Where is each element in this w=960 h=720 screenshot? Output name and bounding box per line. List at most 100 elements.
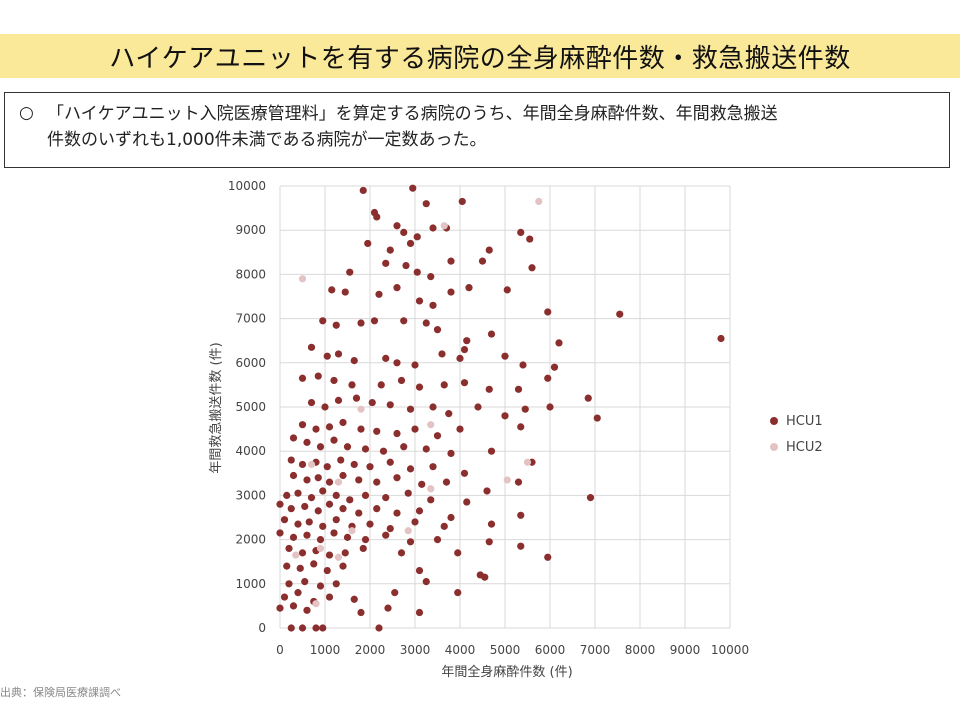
data-point-hcu1 <box>454 549 462 557</box>
x-tick-label: 0 <box>276 643 284 657</box>
data-point-hcu1 <box>332 321 340 329</box>
data-point-hcu1 <box>285 544 293 553</box>
data-point-hcu2 <box>312 600 320 608</box>
data-point-hcu1 <box>404 489 412 497</box>
data-point-hcu1 <box>487 520 496 528</box>
data-point-hcu2 <box>523 458 532 466</box>
y-tick-label: 2000 <box>235 533 266 547</box>
data-point-hcu1 <box>312 624 320 632</box>
data-point-hcu1 <box>359 544 367 553</box>
data-point-hcu1 <box>375 624 383 632</box>
data-point-hcu1 <box>348 381 356 389</box>
data-point-hcu1 <box>544 374 552 382</box>
data-point-hcu1 <box>276 604 284 612</box>
data-point-hcu1 <box>301 502 309 511</box>
data-point-hcu1 <box>303 531 311 539</box>
data-point-hcu1 <box>586 494 595 502</box>
data-point-hcu1 <box>283 562 291 570</box>
data-point-hcu1 <box>550 363 559 371</box>
data-point-hcu1 <box>413 268 421 276</box>
data-point-hcu1 <box>415 507 424 515</box>
data-point-hcu2 <box>503 476 511 484</box>
data-point-hcu1 <box>350 356 358 365</box>
data-point-hcu1 <box>382 354 390 362</box>
data-point-hcu1 <box>373 478 381 486</box>
data-point-hcu1 <box>406 239 415 248</box>
x-axis-label: 年間全身麻酔件数 (件) <box>441 664 572 680</box>
data-point-hcu1 <box>481 573 489 581</box>
legend-swatch-hcu1 <box>770 417 778 425</box>
data-point-hcu1 <box>280 516 289 524</box>
data-point-hcu1 <box>298 421 307 429</box>
data-point-hcu1 <box>514 478 523 486</box>
data-point-hcu1 <box>427 496 435 504</box>
legend-entry-hcu2: HCU2 <box>770 436 823 458</box>
data-point-hcu1 <box>355 476 363 484</box>
data-point-hcu1 <box>352 394 361 402</box>
data-point-hcu1 <box>485 246 493 254</box>
y-tick-label: 6000 <box>235 356 266 370</box>
data-point-hcu1 <box>361 491 370 499</box>
x-tick-label: 3000 <box>400 643 431 657</box>
data-point-hcu1 <box>393 359 401 367</box>
x-tick-label: 10000 <box>711 643 749 657</box>
data-point-hcu1 <box>546 403 554 411</box>
data-point-hcu1 <box>276 529 284 537</box>
data-point-hcu1 <box>296 564 304 572</box>
data-point-hcu1 <box>406 538 415 546</box>
data-point-hcu1 <box>357 608 365 617</box>
data-point-hcu1 <box>460 469 469 477</box>
data-point-hcu1 <box>303 476 311 484</box>
data-point-hcu1 <box>440 381 448 389</box>
data-point-hcu2 <box>334 553 343 561</box>
x-tick-label: 7000 <box>580 643 611 657</box>
data-point-hcu1 <box>438 350 446 358</box>
data-point-hcu1 <box>445 410 453 418</box>
data-point-hcu1 <box>415 608 424 617</box>
summary-text-line2: 件数のいずれも1,000件未満である病院が一定数あった。 <box>47 130 487 150</box>
data-point-hcu1 <box>357 319 365 327</box>
data-point-hcu2 <box>404 527 412 535</box>
data-point-hcu1 <box>328 286 336 294</box>
data-point-hcu1 <box>411 518 419 526</box>
data-point-hcu2 <box>307 460 316 469</box>
data-point-hcu1 <box>307 398 316 407</box>
data-point-hcu1 <box>346 268 354 276</box>
data-point-hcu1 <box>377 381 385 389</box>
data-point-hcu1 <box>341 549 349 557</box>
data-point-hcu1 <box>301 577 309 586</box>
data-point-hcu2 <box>334 478 343 486</box>
data-point-hcu1 <box>373 505 381 513</box>
data-point-hcu1 <box>330 376 338 385</box>
x-tick-label: 9000 <box>670 643 701 657</box>
data-point-hcu1 <box>501 412 509 420</box>
data-point-hcu1 <box>289 471 298 480</box>
data-point-hcu1 <box>303 438 311 446</box>
data-point-hcu1 <box>339 471 347 480</box>
summary-bullet: ○ <box>19 103 34 123</box>
data-point-hcu1 <box>400 317 408 325</box>
data-point-hcu1 <box>386 246 394 254</box>
data-point-hcu2 <box>357 405 365 413</box>
data-point-hcu1 <box>316 536 325 544</box>
data-point-hcu1 <box>521 405 529 413</box>
data-point-hcu1 <box>415 383 424 391</box>
data-point-hcu2 <box>427 421 435 429</box>
data-point-hcu1 <box>429 403 437 411</box>
data-point-hcu1 <box>427 273 435 281</box>
data-point-hcu1 <box>350 595 358 603</box>
data-point-hcu1 <box>285 580 293 588</box>
x-tick-label: 8000 <box>625 643 656 657</box>
data-point-hcu1 <box>343 443 352 451</box>
data-point-hcu1 <box>593 414 601 422</box>
data-point-hcu1 <box>382 531 390 539</box>
data-point-hcu1 <box>463 337 471 345</box>
data-point-hcu1 <box>364 239 372 248</box>
data-point-hcu1 <box>478 257 487 265</box>
data-point-hcu1 <box>447 513 455 522</box>
data-point-hcu1 <box>325 593 334 601</box>
data-point-hcu1 <box>485 538 493 546</box>
data-point-hcu1 <box>519 361 527 369</box>
data-point-hcu1 <box>359 186 367 195</box>
